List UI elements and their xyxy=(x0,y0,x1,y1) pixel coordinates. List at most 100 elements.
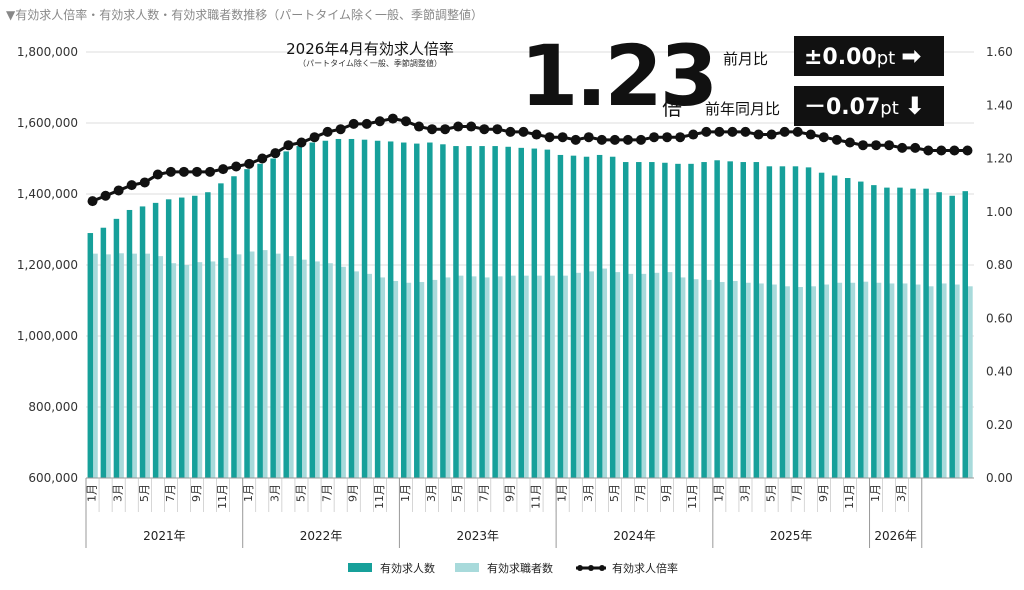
bar-seekers xyxy=(928,286,934,478)
ratio-point xyxy=(152,169,163,180)
ratio-point xyxy=(714,126,725,137)
bar-seekers xyxy=(719,282,725,478)
bar-openings xyxy=(309,142,316,478)
ratio-point xyxy=(466,121,477,132)
bar-seekers xyxy=(888,283,895,478)
bar-seekers xyxy=(222,257,229,478)
month-tick-label: 9月 xyxy=(817,484,830,502)
y-right-tick-label: 1.40 xyxy=(986,98,1013,112)
bar-seekers xyxy=(444,277,451,478)
bar-seekers xyxy=(954,284,960,478)
chart-header: ▼有効求人倍率・有効求人数・有効求職者数推移（パートタイム除く一般、季節調整値） xyxy=(6,8,483,22)
mom-unit: pt xyxy=(876,48,896,69)
ratio-point xyxy=(583,132,594,143)
ratio-point xyxy=(400,116,411,127)
bar-openings xyxy=(178,197,185,479)
ratio-point xyxy=(518,126,529,137)
ratio-point xyxy=(949,145,960,156)
month-tick-label: 1月 xyxy=(86,484,99,502)
legend-swatch-point xyxy=(599,565,605,571)
bar-openings xyxy=(949,195,955,478)
month-tick-label: 7月 xyxy=(164,484,177,502)
ratio-point xyxy=(479,124,490,135)
ratio-point xyxy=(453,121,464,132)
month-tick-label: 3月 xyxy=(582,484,595,502)
ratio-point xyxy=(427,124,438,135)
year-label: 2022年 xyxy=(300,529,343,543)
bar-seekers xyxy=(314,261,320,478)
bar-openings xyxy=(766,166,773,478)
month-tick-label: 11月 xyxy=(686,484,699,509)
yoy-value: －0.07 xyxy=(804,95,881,120)
ratio-point xyxy=(962,145,973,156)
bar-openings xyxy=(596,154,603,478)
bar-seekers xyxy=(510,275,516,478)
bar-seekers xyxy=(523,275,529,478)
bar-seekers xyxy=(301,259,307,478)
month-tick-label: 11月 xyxy=(530,484,543,509)
ratio-point xyxy=(231,161,242,172)
bar-openings xyxy=(87,233,94,478)
ratio-point xyxy=(387,113,398,124)
bar-openings xyxy=(205,192,211,478)
y-left-tick-label: 1,200,000 xyxy=(17,258,78,272)
bar-seekers xyxy=(288,256,294,478)
ratio-point xyxy=(609,134,620,145)
headline-title: 2026年4月有効求人倍率 xyxy=(286,40,454,58)
bar-seekers xyxy=(405,282,412,478)
bar-openings xyxy=(505,146,511,478)
bar-seekers xyxy=(914,284,921,478)
bar-seekers xyxy=(366,273,372,478)
bar-openings xyxy=(910,188,916,479)
month-tick-label: 5月 xyxy=(138,484,151,502)
y-right-tick-label: 1.00 xyxy=(986,205,1013,219)
bar-seekers xyxy=(758,283,764,478)
bar-seekers xyxy=(327,263,333,478)
bar-openings xyxy=(453,146,459,478)
year-label: 2021年 xyxy=(143,529,186,543)
ratio-point xyxy=(178,166,189,177)
bar-seekers xyxy=(457,275,464,478)
bar-seekers xyxy=(614,272,621,478)
year-label: 2025年 xyxy=(770,529,813,543)
bar-seekers xyxy=(849,282,856,478)
ratio-point xyxy=(335,124,346,135)
bar-seekers xyxy=(209,261,216,478)
bar-openings xyxy=(675,163,681,478)
bar-seekers xyxy=(196,262,203,478)
bar-openings xyxy=(923,188,929,479)
bar-openings xyxy=(192,195,198,478)
bar-seekers xyxy=(379,277,386,478)
bar-seekers xyxy=(967,286,973,478)
bar-openings xyxy=(152,202,159,478)
ratio-point xyxy=(636,134,646,145)
month-tick-label: 7月 xyxy=(477,484,490,502)
headline-ratio-unit: 倍 xyxy=(662,96,682,120)
bar-seekers xyxy=(144,253,150,478)
bar-openings xyxy=(649,162,655,479)
ratio-point xyxy=(87,196,98,207)
month-tick-label: 5月 xyxy=(765,484,778,502)
bar-seekers xyxy=(131,253,137,478)
bar-seekers xyxy=(901,283,908,478)
month-tick-label: 3月 xyxy=(425,484,438,502)
bar-openings xyxy=(218,183,224,478)
bar-seekers xyxy=(575,272,581,478)
bar-openings xyxy=(636,162,642,479)
bar-seekers xyxy=(823,284,830,478)
mom-box: ±0.00pt ➡ xyxy=(794,36,944,76)
month-tick-label: 11月 xyxy=(373,484,386,509)
year-label: 2024年 xyxy=(613,529,656,543)
bar-seekers xyxy=(470,276,477,478)
bar-seekers xyxy=(484,277,490,478)
bar-openings xyxy=(100,227,107,478)
ratio-point xyxy=(779,126,790,137)
ratio-point xyxy=(897,142,908,153)
ratio-point xyxy=(936,145,947,156)
month-tick-label: 11月 xyxy=(216,484,229,509)
month-tick-label: 9月 xyxy=(347,484,360,502)
bar-openings xyxy=(805,167,812,478)
mom-value: ±0.00 xyxy=(804,45,877,70)
month-tick-label: 3月 xyxy=(895,484,908,502)
month-tick-label: 1月 xyxy=(869,484,882,502)
